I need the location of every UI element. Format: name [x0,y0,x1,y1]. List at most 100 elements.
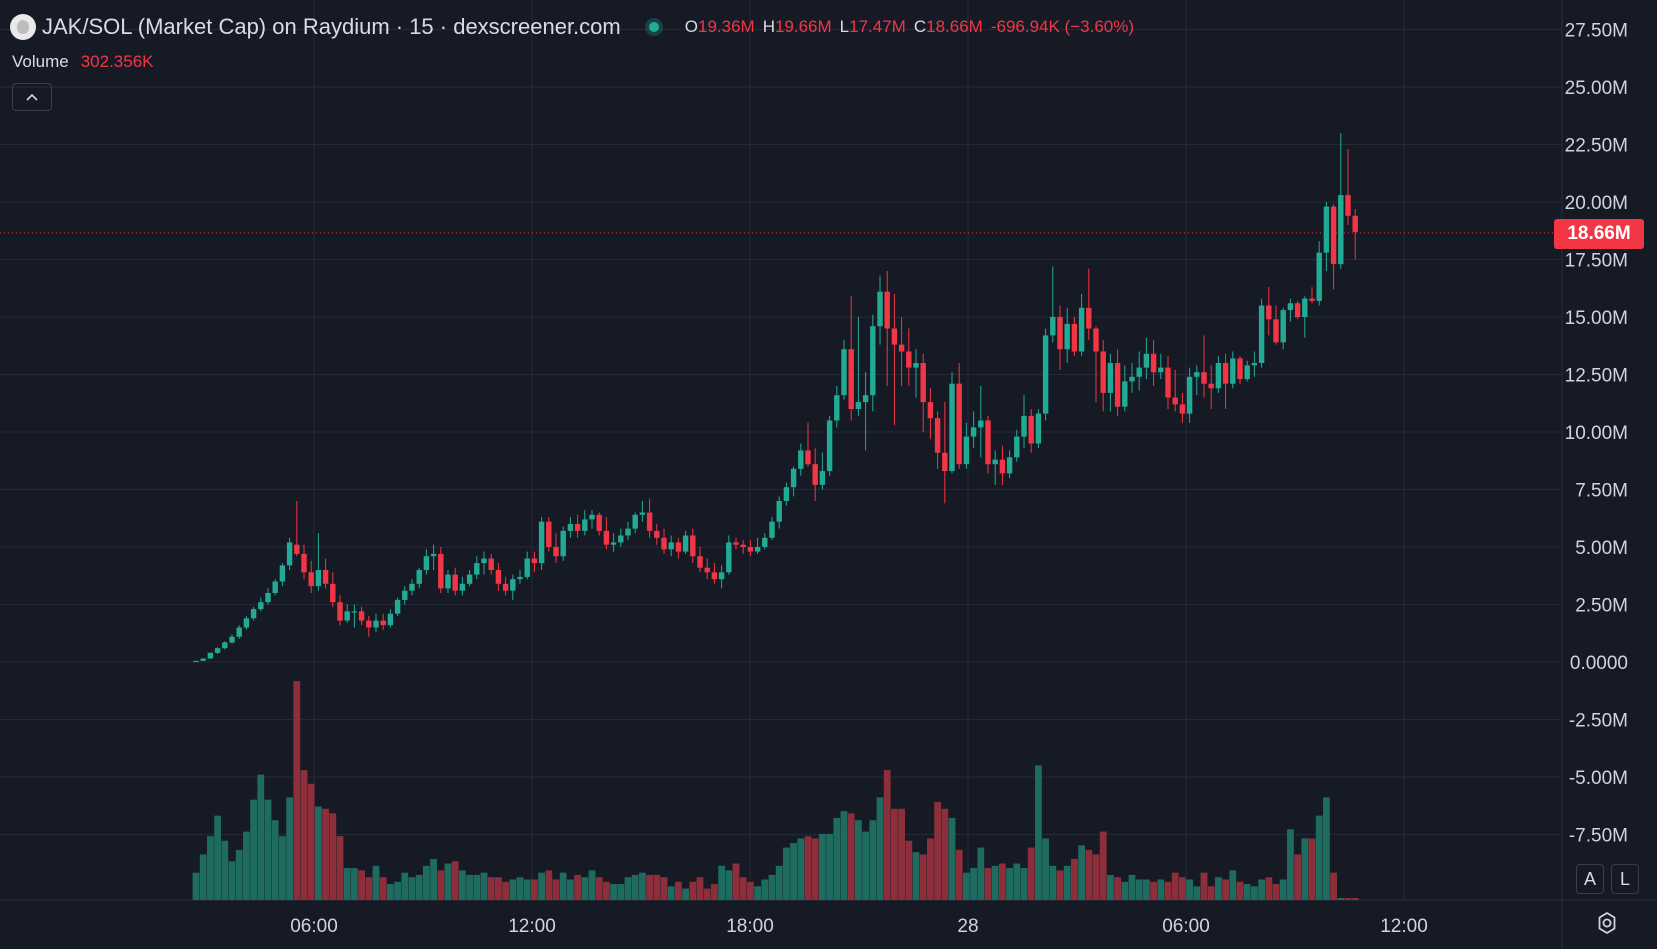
candle-body [718,572,725,580]
volume-bar [991,865,999,900]
low-label: L [839,17,850,36]
candle-body [402,590,408,600]
candle-body [265,593,271,603]
volume-bar [617,884,625,900]
volume-bar [1243,884,1251,900]
volume-bar [595,877,603,900]
volume-bar [963,872,970,900]
candle-body [646,512,653,531]
volume-bar [581,877,589,900]
volume-bar [329,813,337,900]
candle-body [286,542,293,566]
volume-label: Volume [12,52,69,71]
candle-body [906,351,912,368]
volume-bar [927,838,934,900]
candle-body [1309,298,1315,301]
candle-body [589,514,595,520]
candle-body [841,349,847,396]
candle-body [675,542,682,552]
auto-scale-button[interactable]: A [1576,864,1604,894]
candle-body [862,395,869,403]
volume-bar [1150,881,1157,900]
volume-bar [1337,898,1345,900]
volume-bar [466,874,473,900]
volume-bar [898,808,905,900]
token-logo-icon [10,14,36,40]
candle-body [639,512,646,515]
candle-body [1078,307,1085,352]
candle-body [978,420,984,428]
volume-bar [610,884,617,900]
candle-body [330,583,336,603]
close-label: C [913,17,927,36]
candle-body [942,452,948,472]
volume-bar [761,879,769,900]
volume-bar [358,870,365,900]
candle-body [913,363,919,368]
candle-body [459,583,466,591]
volume-bar [1179,877,1186,900]
candle-body [294,544,300,554]
candle-body [999,459,1006,474]
y-axis-tick-label: 10.00M [1565,423,1628,444]
volume-bar [783,847,790,900]
candle-body [308,572,314,587]
chevron-up-icon [26,93,38,101]
candle-body [567,524,574,531]
volume-bar [941,808,949,900]
candle-body [970,427,977,437]
candle-body [416,570,422,584]
candle-body [927,402,934,419]
volume-bar [1186,879,1193,900]
candle-body [690,535,696,557]
volume-bar [495,877,502,900]
log-scale-button[interactable]: L [1611,864,1639,894]
volume-bar [1114,877,1121,900]
gear-icon[interactable] [1594,910,1620,936]
volume-bar [819,833,826,900]
volume-bar [552,879,560,900]
candle-body [1071,323,1078,352]
volume-bar [1063,865,1071,900]
y-axis-tick-label: 25.00M [1565,78,1628,99]
candle-body [1302,298,1308,317]
volume-bar [984,868,992,900]
low-value: 17.47M [849,17,906,36]
candle-body [250,609,257,619]
candle-body [956,383,962,465]
volume-bar [192,872,200,900]
candle-body [682,535,689,552]
candle-body [1086,307,1092,329]
volume-bar [451,861,459,900]
volume-bar [437,870,445,900]
candle-body [891,328,898,345]
volume-bar [855,820,862,900]
candle-body [394,599,401,614]
collapse-legend-button[interactable] [12,83,52,111]
candle-body [855,402,862,409]
candle-body [322,570,329,584]
y-axis-tick-label: 12.50M [1565,366,1628,387]
candle-body [1028,415,1034,444]
y-axis-tick-label: -2.50M [1569,711,1628,732]
candle-body [747,547,754,552]
y-axis-tick-label: 17.50M [1565,251,1628,272]
candle-body [481,558,487,564]
volume-bar [660,877,668,900]
last-price-label: 18.66M [1554,219,1644,249]
candle-body [985,420,991,465]
candle-body [920,363,926,403]
candle-body [1294,303,1301,317]
volume-bar [725,870,733,900]
candle-body [488,558,494,570]
candle-body [1050,317,1056,336]
volume-bar [509,879,517,900]
volume-bar [1308,838,1316,900]
candle-body [1021,415,1027,437]
candle-body [387,613,394,626]
volume-bar [718,865,725,900]
volume-bar [919,854,927,900]
volume-bar [387,884,394,900]
